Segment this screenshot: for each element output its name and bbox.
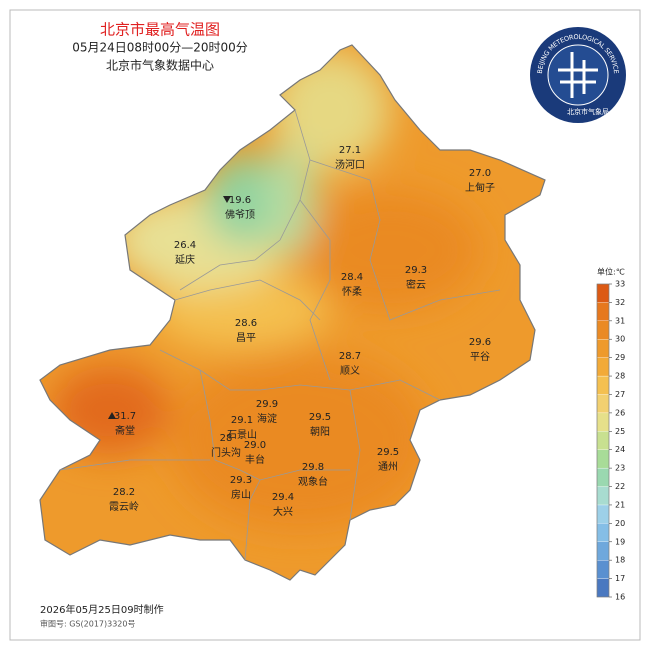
org-name: 北京市气象数据中心 — [106, 58, 214, 73]
station-name: 房山 — [231, 488, 251, 501]
station-name: 斋堂 — [115, 424, 135, 437]
legend-swatch — [596, 394, 610, 414]
station-name: 昌平 — [236, 332, 256, 344]
legend-swatch — [596, 541, 610, 561]
legend-swatch — [596, 283, 610, 303]
legend-tick-label: 23 — [615, 464, 625, 473]
station-name: 顺义 — [340, 365, 360, 377]
station-name: 通州 — [378, 461, 398, 473]
station-name: 佛爷顶 — [225, 208, 255, 221]
map-title: 北京市最高气温图 — [100, 21, 220, 39]
legend-unit: 单位:℃ — [597, 267, 625, 277]
legend-swatch — [596, 486, 610, 506]
station-value: 29.5 — [377, 447, 399, 458]
legend-frame — [596, 283, 610, 598]
station-value: 28.6 — [235, 318, 257, 329]
station-name: 大兴 — [273, 505, 293, 518]
logo-name: 北京市气象局 — [567, 107, 609, 116]
station-value: 29.4 — [272, 492, 294, 503]
legend-swatch — [596, 431, 610, 450]
station-name: 海淀 — [257, 412, 277, 425]
station-value: 26.4 — [174, 240, 196, 251]
station-value: 29.1 — [231, 415, 253, 426]
legend-tick-label: 31 — [615, 316, 625, 325]
legend-tick-label: 18 — [615, 556, 625, 565]
legend-swatch — [596, 375, 610, 395]
legend-swatch — [596, 523, 610, 542]
legend-tick-label: 22 — [615, 482, 625, 491]
station-value: 29.0 — [244, 440, 266, 451]
legend-tick-label: 30 — [615, 335, 625, 344]
legend-tick-label: 26 — [615, 408, 625, 417]
legend-tick-label: 29 — [615, 353, 625, 362]
legend-tick-label: 17 — [615, 574, 625, 583]
station-name: 上甸子 — [465, 181, 495, 194]
legend-tick-label: 25 — [615, 427, 625, 436]
station-name: 延庆 — [175, 253, 195, 266]
max-marker — [108, 412, 116, 419]
station-name: 密云 — [406, 278, 426, 291]
legend-swatch — [596, 302, 610, 321]
legend-tick-label: 20 — [615, 519, 625, 528]
station-value: 28.7 — [339, 351, 361, 362]
station-value: 27.1 — [339, 145, 361, 156]
legend-swatch — [596, 578, 610, 598]
station-name: 丰台 — [245, 453, 265, 466]
station-value: 29.8 — [302, 462, 324, 473]
legend-tick-label: 27 — [615, 390, 625, 399]
legend-tick-label: 24 — [615, 445, 625, 454]
station-name: 观象台 — [298, 475, 328, 488]
legend-tick-label: 19 — [615, 537, 625, 546]
legend-tick-label: 33 — [615, 280, 625, 289]
station-name: 怀柔 — [342, 286, 362, 298]
legend-swatch — [596, 504, 610, 524]
made-time: 2026年05月25日09时制作 — [40, 603, 164, 616]
legend-swatch — [596, 560, 610, 579]
legend-swatch — [596, 339, 610, 358]
station-value: 29.5 — [309, 412, 331, 423]
logo: BEIJING METEOROLOGICAL SERVICE 北京市气象局 — [530, 27, 626, 123]
station-value: 29.9 — [256, 399, 278, 410]
station-name: 平谷 — [470, 351, 490, 363]
frame — [9, 9, 641, 641]
stations: 27.1 汤河口 27.0 上甸子 19.6 佛爷顶 26.4 延庆 28.4 怀柔 29.3 密云 2… — [108, 145, 495, 518]
station-name: 汤河口 — [335, 158, 365, 171]
approval-number: 审图号: GS(2017)3320号 — [40, 619, 135, 629]
legend-tick-label: 32 — [615, 298, 625, 307]
station-value: 29.3 — [405, 265, 427, 276]
district-borders — [39, 44, 546, 581]
station-value: 31.7 — [114, 411, 136, 422]
legend-swatch — [596, 412, 610, 432]
station-name: 霞云岭 — [109, 500, 139, 513]
station-name: 石景山 — [227, 429, 257, 441]
legend-tick-label: 28 — [615, 372, 625, 381]
legend-swatch — [596, 320, 610, 340]
station-value: 19.6 — [229, 195, 251, 206]
station-name: 朝阳 — [310, 426, 330, 438]
station-value: 29.6 — [469, 337, 491, 348]
station-value: 29.3 — [230, 475, 252, 486]
legend-tick-label: 16 — [615, 593, 625, 602]
legend-swatch — [596, 449, 610, 469]
station-value: 27.0 — [469, 168, 491, 179]
legend-swatch — [596, 357, 610, 377]
min-marker — [223, 196, 231, 203]
station-value: 28.4 — [341, 272, 363, 283]
legend: 16 17 18 19 20 21 22 23 24 25 26 27 28 29 30 31 32 33 — [596, 280, 625, 602]
map-subtitle: 05月24日08时00分—20时00分 — [72, 41, 248, 55]
station-value: 28.2 — [113, 487, 135, 498]
legend-tick-label: 21 — [615, 500, 625, 509]
station-name: 门头沟 — [211, 446, 241, 459]
station-value: 28 — [220, 433, 233, 444]
legend-swatch — [596, 467, 610, 487]
